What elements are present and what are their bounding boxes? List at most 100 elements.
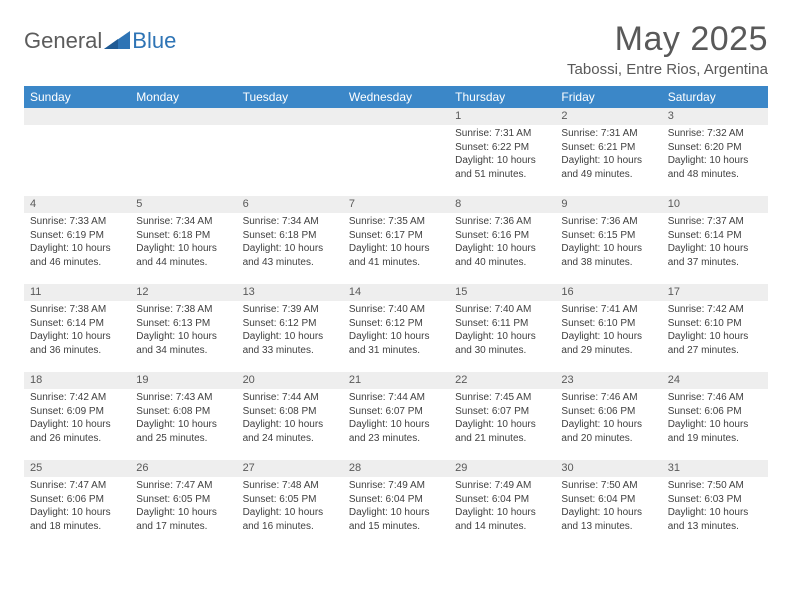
- calendar-cell: 27Sunrise: 7:48 AMSunset: 6:05 PMDayligh…: [237, 460, 343, 548]
- daylight-text: Daylight: 10 hours and 15 minutes.: [349, 506, 443, 533]
- sunrise-text: Sunrise: 7:32 AM: [668, 127, 762, 141]
- date-number: 16: [555, 284, 661, 301]
- date-number: 3: [662, 108, 768, 125]
- calendar-cell-empty: [130, 108, 236, 196]
- sunrise-text: Sunrise: 7:38 AM: [136, 303, 230, 317]
- calendar-cell: 25Sunrise: 7:47 AMSunset: 6:06 PMDayligh…: [24, 460, 130, 548]
- cell-content: Sunrise: 7:50 AMSunset: 6:04 PMDaylight:…: [555, 477, 661, 537]
- daylight-text: Daylight: 10 hours and 25 minutes.: [136, 418, 230, 445]
- date-number: 18: [24, 372, 130, 389]
- daylight-text: Daylight: 10 hours and 34 minutes.: [136, 330, 230, 357]
- cell-content: Sunrise: 7:41 AMSunset: 6:10 PMDaylight:…: [555, 301, 661, 361]
- calendar-cell: 19Sunrise: 7:43 AMSunset: 6:08 PMDayligh…: [130, 372, 236, 460]
- cell-content: Sunrise: 7:42 AMSunset: 6:10 PMDaylight:…: [662, 301, 768, 361]
- sunset-text: Sunset: 6:08 PM: [136, 405, 230, 419]
- daylight-text: Daylight: 10 hours and 44 minutes.: [136, 242, 230, 269]
- weekday-header: Wednesday: [343, 86, 449, 108]
- weekday-header: Monday: [130, 86, 236, 108]
- date-number: 28: [343, 460, 449, 477]
- calendar-cell: 21Sunrise: 7:44 AMSunset: 6:07 PMDayligh…: [343, 372, 449, 460]
- cell-content: Sunrise: 7:40 AMSunset: 6:12 PMDaylight:…: [343, 301, 449, 361]
- date-number: 9: [555, 196, 661, 213]
- calendar-week-row: 1Sunrise: 7:31 AMSunset: 6:22 PMDaylight…: [24, 108, 768, 196]
- cell-content: [24, 125, 130, 185]
- date-number: 30: [555, 460, 661, 477]
- date-number: 17: [662, 284, 768, 301]
- daylight-text: Daylight: 10 hours and 24 minutes.: [243, 418, 337, 445]
- title-block: May 2025 Tabossi, Entre Rios, Argentina: [567, 20, 768, 78]
- calendar-cell: 22Sunrise: 7:45 AMSunset: 6:07 PMDayligh…: [449, 372, 555, 460]
- sunset-text: Sunset: 6:19 PM: [30, 229, 124, 243]
- cell-content: Sunrise: 7:45 AMSunset: 6:07 PMDaylight:…: [449, 389, 555, 449]
- calendar-cell: 3Sunrise: 7:32 AMSunset: 6:20 PMDaylight…: [662, 108, 768, 196]
- sunrise-text: Sunrise: 7:36 AM: [455, 215, 549, 229]
- calendar-cell-empty: [237, 108, 343, 196]
- daylight-text: Daylight: 10 hours and 33 minutes.: [243, 330, 337, 357]
- cell-content: [130, 125, 236, 185]
- weekday-header: Tuesday: [237, 86, 343, 108]
- date-number: 27: [237, 460, 343, 477]
- sunset-text: Sunset: 6:18 PM: [136, 229, 230, 243]
- cell-content: Sunrise: 7:40 AMSunset: 6:11 PMDaylight:…: [449, 301, 555, 361]
- sunset-text: Sunset: 6:04 PM: [455, 493, 549, 507]
- sunset-text: Sunset: 6:15 PM: [561, 229, 655, 243]
- logo-triangle-icon: [104, 31, 130, 51]
- calendar-cell: 15Sunrise: 7:40 AMSunset: 6:11 PMDayligh…: [449, 284, 555, 372]
- daylight-text: Daylight: 10 hours and 46 minutes.: [30, 242, 124, 269]
- cell-content: [237, 125, 343, 185]
- sunrise-text: Sunrise: 7:39 AM: [243, 303, 337, 317]
- sunset-text: Sunset: 6:06 PM: [668, 405, 762, 419]
- cell-content: Sunrise: 7:38 AMSunset: 6:13 PMDaylight:…: [130, 301, 236, 361]
- sunrise-text: Sunrise: 7:45 AM: [455, 391, 549, 405]
- daylight-text: Daylight: 10 hours and 37 minutes.: [668, 242, 762, 269]
- sunrise-text: Sunrise: 7:50 AM: [668, 479, 762, 493]
- date-number: 21: [343, 372, 449, 389]
- sunrise-text: Sunrise: 7:50 AM: [561, 479, 655, 493]
- cell-content: Sunrise: 7:37 AMSunset: 6:14 PMDaylight:…: [662, 213, 768, 273]
- sunrise-text: Sunrise: 7:38 AM: [30, 303, 124, 317]
- sunrise-text: Sunrise: 7:47 AM: [136, 479, 230, 493]
- cell-content: Sunrise: 7:31 AMSunset: 6:21 PMDaylight:…: [555, 125, 661, 185]
- sunset-text: Sunset: 6:17 PM: [349, 229, 443, 243]
- date-number: 26: [130, 460, 236, 477]
- cell-content: Sunrise: 7:32 AMSunset: 6:20 PMDaylight:…: [662, 125, 768, 185]
- sunrise-text: Sunrise: 7:46 AM: [668, 391, 762, 405]
- cell-content: Sunrise: 7:46 AMSunset: 6:06 PMDaylight:…: [555, 389, 661, 449]
- cell-content: Sunrise: 7:36 AMSunset: 6:15 PMDaylight:…: [555, 213, 661, 273]
- sunrise-text: Sunrise: 7:43 AM: [136, 391, 230, 405]
- sunset-text: Sunset: 6:16 PM: [455, 229, 549, 243]
- daylight-text: Daylight: 10 hours and 26 minutes.: [30, 418, 124, 445]
- cell-content: Sunrise: 7:39 AMSunset: 6:12 PMDaylight:…: [237, 301, 343, 361]
- calendar-cell: 8Sunrise: 7:36 AMSunset: 6:16 PMDaylight…: [449, 196, 555, 284]
- daylight-text: Daylight: 10 hours and 23 minutes.: [349, 418, 443, 445]
- sunset-text: Sunset: 6:14 PM: [668, 229, 762, 243]
- sunrise-text: Sunrise: 7:46 AM: [561, 391, 655, 405]
- sunrise-text: Sunrise: 7:37 AM: [668, 215, 762, 229]
- calendar-cell-empty: [343, 108, 449, 196]
- calendar-body: 1Sunrise: 7:31 AMSunset: 6:22 PMDaylight…: [24, 108, 768, 548]
- sunrise-text: Sunrise: 7:41 AM: [561, 303, 655, 317]
- daylight-text: Daylight: 10 hours and 20 minutes.: [561, 418, 655, 445]
- sunset-text: Sunset: 6:20 PM: [668, 141, 762, 155]
- calendar-cell: 7Sunrise: 7:35 AMSunset: 6:17 PMDaylight…: [343, 196, 449, 284]
- sunrise-text: Sunrise: 7:40 AM: [349, 303, 443, 317]
- sunrise-text: Sunrise: 7:40 AM: [455, 303, 549, 317]
- sunset-text: Sunset: 6:21 PM: [561, 141, 655, 155]
- calendar-cell: 29Sunrise: 7:49 AMSunset: 6:04 PMDayligh…: [449, 460, 555, 548]
- date-number: 23: [555, 372, 661, 389]
- date-number: 1: [449, 108, 555, 125]
- calendar-cell: 12Sunrise: 7:38 AMSunset: 6:13 PMDayligh…: [130, 284, 236, 372]
- sunset-text: Sunset: 6:10 PM: [561, 317, 655, 331]
- cell-content: Sunrise: 7:33 AMSunset: 6:19 PMDaylight:…: [24, 213, 130, 273]
- date-number: 13: [237, 284, 343, 301]
- sunset-text: Sunset: 6:06 PM: [561, 405, 655, 419]
- daylight-text: Daylight: 10 hours and 48 minutes.: [668, 154, 762, 181]
- sunset-text: Sunset: 6:04 PM: [349, 493, 443, 507]
- calendar-cell-empty: [24, 108, 130, 196]
- sunrise-text: Sunrise: 7:35 AM: [349, 215, 443, 229]
- date-number: [343, 108, 449, 125]
- date-number: 6: [237, 196, 343, 213]
- daylight-text: Daylight: 10 hours and 43 minutes.: [243, 242, 337, 269]
- calendar-cell: 20Sunrise: 7:44 AMSunset: 6:08 PMDayligh…: [237, 372, 343, 460]
- date-number: 22: [449, 372, 555, 389]
